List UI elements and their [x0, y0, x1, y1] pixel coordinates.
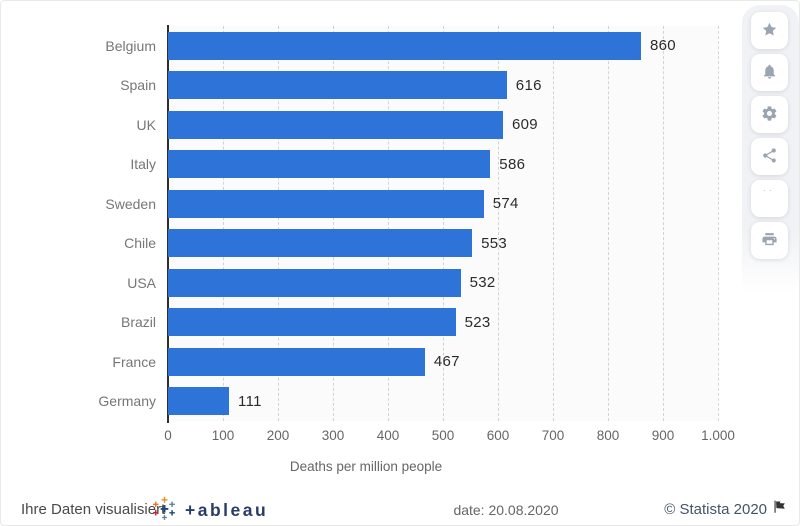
cite-button[interactable]: ” [751, 180, 788, 217]
x-axis-ticks: 0 100 200 300 400 500 600 700 800 900 1.000 [164, 428, 735, 444]
gridline [388, 26, 389, 421]
bell-icon [761, 63, 778, 83]
bar-value-label: 609 [511, 116, 538, 134]
gridline [278, 26, 279, 421]
bar[interactable] [168, 110, 503, 139]
category-label: UK [136, 116, 156, 133]
copyright-text: © Statista 2020 [664, 501, 767, 518]
category-label: France [112, 353, 156, 370]
printer-icon [761, 231, 778, 251]
bar-row: 523 [168, 303, 718, 343]
bar-value-label: 523 [464, 313, 491, 331]
date-note: date: 20.08.2020 [453, 502, 559, 518]
notifications-button[interactable] [751, 54, 788, 91]
bar-value-label: 532 [469, 274, 496, 292]
bar-value-label: 616 [515, 76, 542, 94]
gridline [443, 26, 444, 421]
gridline [498, 26, 499, 421]
y-axis-line [167, 25, 169, 423]
bar[interactable] [168, 268, 461, 297]
bar[interactable] [168, 150, 491, 179]
bar-row: 609 [168, 105, 718, 145]
bar-value-label: 467 [433, 353, 460, 371]
category-label: Sweden [105, 195, 156, 212]
bar[interactable] [168, 189, 484, 218]
category-label: Spain [120, 77, 156, 94]
flag-icon [772, 498, 787, 522]
bar-row: 532 [168, 263, 718, 303]
bar[interactable] [168, 229, 473, 258]
gridline [608, 26, 609, 421]
bar-value-label: 574 [492, 195, 519, 213]
bar-row: 467 [168, 342, 718, 382]
gridline [223, 26, 224, 421]
quote-icon: ” [761, 189, 778, 208]
tableau-wordmark: +ableau [185, 499, 269, 520]
gear-icon [761, 105, 778, 125]
favorite-button[interactable] [751, 12, 788, 49]
x-tick-label: 500 [431, 428, 455, 443]
gridline [663, 26, 664, 421]
tableau-caption: Ihre Daten visualisiert [21, 501, 166, 518]
bar-row: 574 [168, 184, 718, 224]
bar-row: 860 [168, 26, 718, 66]
star-icon [761, 21, 778, 41]
category-label: Belgium [105, 37, 156, 54]
x-tick-label: 800 [596, 428, 620, 443]
gridline [333, 26, 334, 421]
bar[interactable] [168, 308, 456, 337]
print-button[interactable] [751, 222, 788, 259]
bar-value-label: 586 [499, 155, 526, 173]
plot-area: 860 616 609 586 574 553 532 523 467 111 [168, 26, 719, 422]
gridline [553, 26, 554, 421]
x-axis-title: Deaths per million people [289, 459, 443, 474]
x-tick-label: 300 [321, 428, 345, 443]
x-tick-label: 600 [486, 428, 510, 443]
bar-row: 586 [168, 145, 718, 185]
bar-row: 111 [168, 382, 718, 422]
share-button[interactable] [751, 138, 788, 175]
bar-row: 616 [168, 66, 718, 106]
category-axis: Belgium Spain UK Italy Sweden Chile USA Brazil F… [1, 26, 156, 421]
settings-button[interactable] [751, 96, 788, 133]
x-tick-label: 900 [651, 428, 675, 443]
bar[interactable] [168, 31, 641, 60]
category-label: USA [127, 274, 156, 291]
tableau-mark-icon [151, 494, 178, 525]
category-label: Chile [124, 235, 156, 252]
x-tick-label: 200 [266, 428, 290, 443]
bar[interactable] [168, 387, 230, 416]
category-label: Germany [98, 393, 156, 410]
x-tick-label: 1.000 [701, 428, 735, 443]
share-icon [761, 147, 778, 167]
bar-value-label: 860 [650, 37, 676, 55]
bar-value-label: 111 [238, 392, 262, 410]
category-label: Brazil [120, 314, 156, 331]
category-label: Italy [130, 156, 156, 173]
gridline [718, 26, 719, 421]
copyright: © Statista 2020 [664, 498, 787, 522]
x-tick-label: 0 [164, 428, 172, 443]
bar-value-label: 553 [481, 234, 508, 252]
bar-row: 553 [168, 224, 718, 264]
x-tick-label: 400 [376, 428, 400, 443]
tableau-logo[interactable]: +ableau [151, 495, 268, 525]
bar[interactable] [168, 347, 425, 376]
bar[interactable] [168, 71, 507, 100]
x-tick-label: 700 [541, 428, 565, 443]
x-tick-label: 100 [211, 428, 235, 443]
